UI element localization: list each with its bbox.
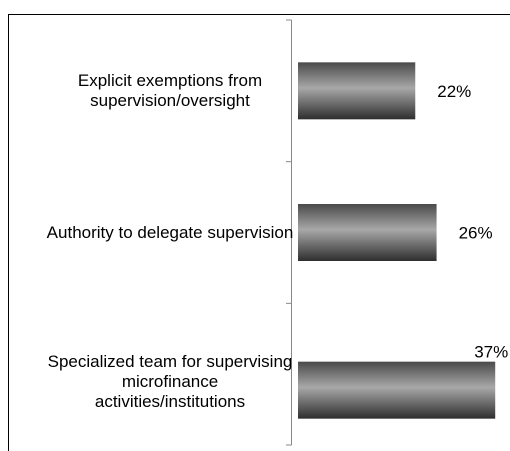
bar [298, 204, 437, 261]
category-label: Specialized team for supervising microfi… [47, 352, 293, 412]
bar [298, 361, 496, 419]
data-label: 37% [474, 343, 508, 362]
category-label: Explicit exemptions from supervision/ove… [77, 70, 263, 110]
category-label: Authority to delegate supervision [46, 222, 294, 242]
data-label: 26% [459, 224, 493, 243]
bar [298, 62, 416, 120]
chart-border [8, 14, 510, 451]
data-label: 22% [437, 82, 471, 101]
